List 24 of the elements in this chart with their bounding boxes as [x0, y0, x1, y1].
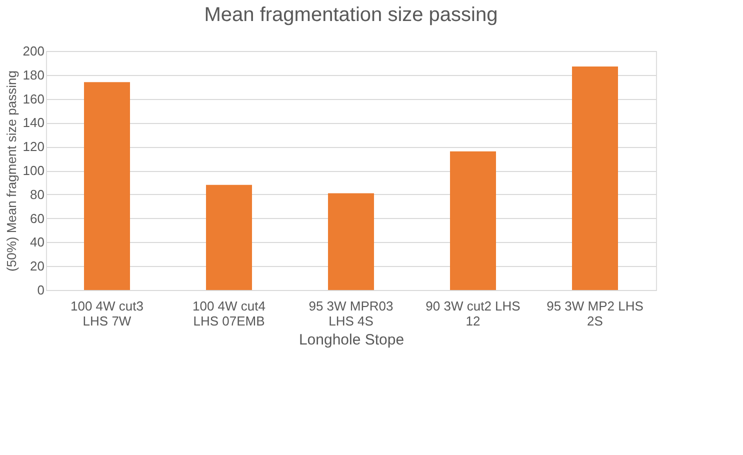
y-tick-label: 20 [30, 258, 44, 274]
y-tick-label: 200 [22, 44, 44, 58]
bar [84, 82, 130, 290]
y-tick-label: 140 [22, 115, 44, 130]
x-tick-label: 100 4W cut3 LHS 7W [70, 298, 144, 328]
x-tick-label: 95 3W MP2 LHS 2S [546, 298, 644, 328]
x-tick-label: 100 4W cut4 LHS 07EMB [192, 298, 266, 328]
x-tick-label: 90 3W cut2 LHS 12 [426, 298, 521, 328]
bar [328, 193, 374, 290]
y-tick-label: 80 [30, 186, 44, 202]
y-tick-label: 180 [22, 67, 44, 82]
bar [206, 184, 252, 290]
y-tick-label: 120 [22, 139, 44, 154]
bar [572, 66, 618, 290]
y-tick-label: 160 [22, 91, 44, 106]
y-tick-label: 40 [30, 234, 44, 250]
x-tick-label: 95 3W MPR03 LHS 4S [308, 298, 394, 328]
y-tick-label: 60 [30, 210, 44, 226]
x-axis-title: Longhole Stope [298, 332, 404, 348]
y-tick-label: 0 [37, 282, 44, 298]
bar [450, 151, 496, 290]
y-tick-label: 100 [22, 163, 44, 178]
y-axis-title: (50%) Mean fragment size passing [4, 70, 19, 272]
chart-title: Mean fragmentation size passing [204, 4, 498, 26]
